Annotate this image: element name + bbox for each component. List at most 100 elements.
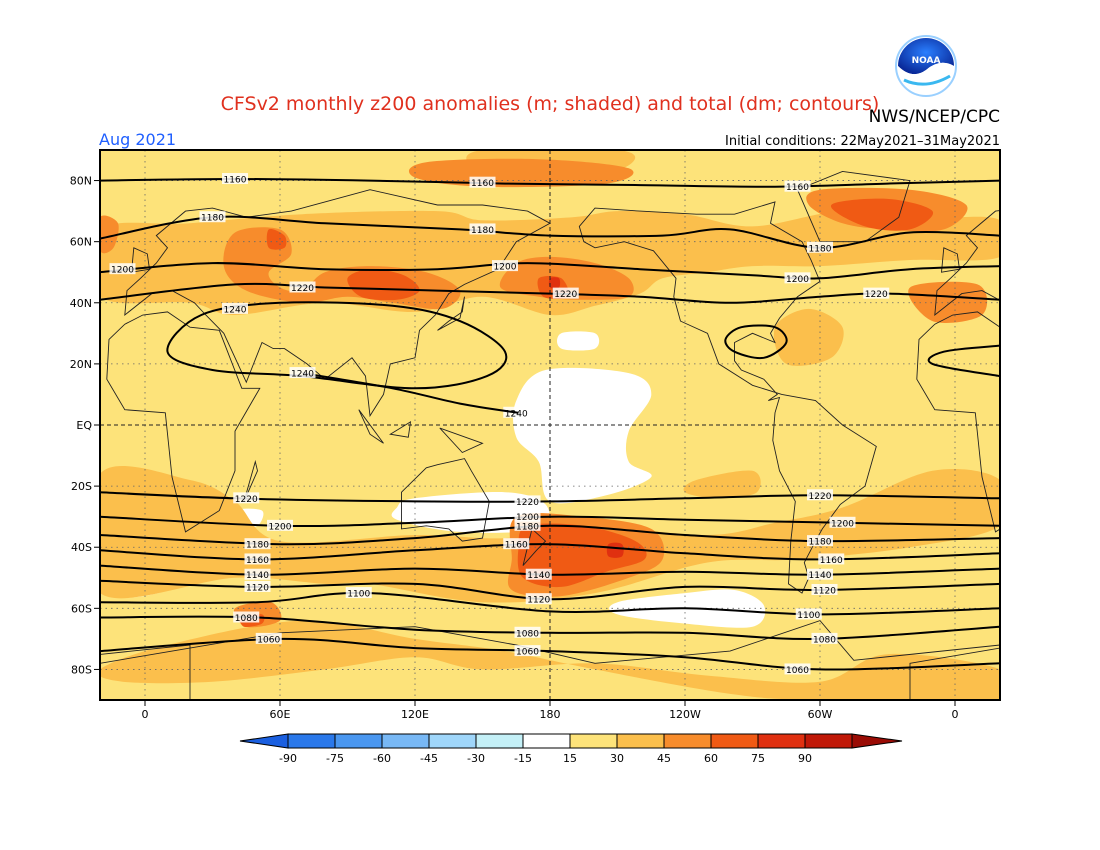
contour-label: 1160 [505,541,528,551]
contour-label-bg [492,260,518,272]
anomaly-region-15 [499,256,634,300]
contour-label: 1180 [246,541,269,551]
contour-label: 1220 [516,498,539,508]
colorbar-max-arrow [851,733,903,749]
colorbar-swatch [287,733,336,749]
anomaly-region-21 [266,228,287,250]
coastline [358,409,384,444]
contour-label-bg [244,538,271,550]
anomaly-region-1 [513,367,652,504]
contour-label-bg [514,645,541,657]
anomaly-region-27 [606,542,624,558]
colorbar-swatch [616,733,665,749]
coastline [522,528,547,566]
map-axes: 80N 60N 40N 20N EQ 20S 40S 60S 80S 0 60E 120E 180 120… [70,175,959,721]
contour-label: 1180 [809,538,832,548]
contour-label-bg [255,632,282,644]
agency-label: NWS/NCEP/CPC [869,107,1000,127]
anomaly-region-12 [683,470,761,499]
contour-label: 1100 [797,611,820,621]
contour-label-bg [233,611,260,623]
colorbar-tick-label: -90 [279,752,297,765]
contour-label: 1240 [291,370,314,380]
logo-text: NOAA [912,56,941,66]
lon-label: 0 [952,708,959,721]
chart-title: CFSv2 monthly z200 anomalies (m; shaded)… [221,93,880,115]
lat-label: 80N [70,175,92,188]
contour-label: 1220 [235,495,258,505]
contour-label: 1080 [235,614,258,624]
colorbar: -90 -75 -60 -45 -30 -15 15 30 45 60 75 90 [239,733,903,765]
contour-label: 1060 [516,648,539,658]
contour-label: 1180 [516,522,539,532]
contour-label: 1240 [505,409,528,419]
contour-label: 1060 [257,635,280,645]
contour-label-bg [503,538,530,550]
lat-label: 60S [71,602,92,615]
contour-label-bg [818,553,845,565]
lat-label: 80S [71,663,92,676]
contour-label: 1160 [246,556,269,566]
contour-label-bg [784,663,811,675]
lat-label: 20S [71,480,92,493]
colorbar-swatch [710,733,759,749]
colorbar-tick-label: 45 [657,752,671,765]
contour-label-bg [244,553,271,565]
contour-label: 1120 [813,587,836,597]
contour-label: 1200 [831,519,854,529]
colorbar-min-arrow [239,733,289,749]
anomaly-region-24 [830,198,934,231]
coastline [916,311,1000,533]
contour-label-bg [552,287,579,299]
contour-label: 1220 [554,290,577,300]
contour-label: 1200 [786,275,809,285]
colorbar-swatch [663,733,712,749]
contour-line [100,215,1000,249]
lon-label: 180 [540,708,561,721]
anomaly-region-16 [408,158,634,188]
initial-conditions: Initial conditions: 22May2021–31May2021 [725,134,1000,149]
contour-label-bg [222,302,248,314]
coastline [130,247,151,273]
colorbar-tick-label: 90 [798,752,812,765]
contour-line [100,591,1000,616]
coastline [106,311,261,533]
coastline [124,189,551,418]
contour-label-bg [807,489,833,501]
anomaly-region-28 [548,277,561,289]
contour-label: 1180 [471,226,494,236]
colorbar-tick-label: -45 [420,752,438,765]
anomaly-region-22 [347,269,420,301]
contour-label: 1220 [809,492,832,502]
contour-label: 1120 [527,596,550,606]
coastline [940,247,961,273]
contour-label-bg [525,568,552,580]
contour-line [927,344,1000,378]
lon-label: 120E [401,708,429,721]
coastline [439,427,484,454]
colorbar-swatch [522,733,571,749]
colorbar-swatch [757,733,806,749]
lat-label: 20N [70,358,92,371]
colorbar-swatch [804,733,853,749]
contour-label: 1140 [527,571,550,581]
contour-label-bg [514,495,541,507]
contour-label: 1160 [224,176,247,186]
contour-label: 1220 [865,290,888,300]
contour-label-bg [807,535,833,547]
lat-label: 40S [71,541,92,554]
contour-label: 1140 [809,571,832,581]
coastline [0,202,66,593]
contour-label: 1160 [786,183,809,193]
contour-label: 1200 [111,266,134,276]
contour-label: 1200 [269,522,292,532]
contour-label-bg [514,626,541,638]
anomaly-region-6 [557,331,600,351]
contour-label-bg [289,281,316,293]
coastline [243,459,258,502]
colorbar-swatch [334,733,383,749]
contour-label: 1200 [516,513,539,523]
contour-label-bg [514,510,541,522]
lon-label: 60W [808,708,833,721]
